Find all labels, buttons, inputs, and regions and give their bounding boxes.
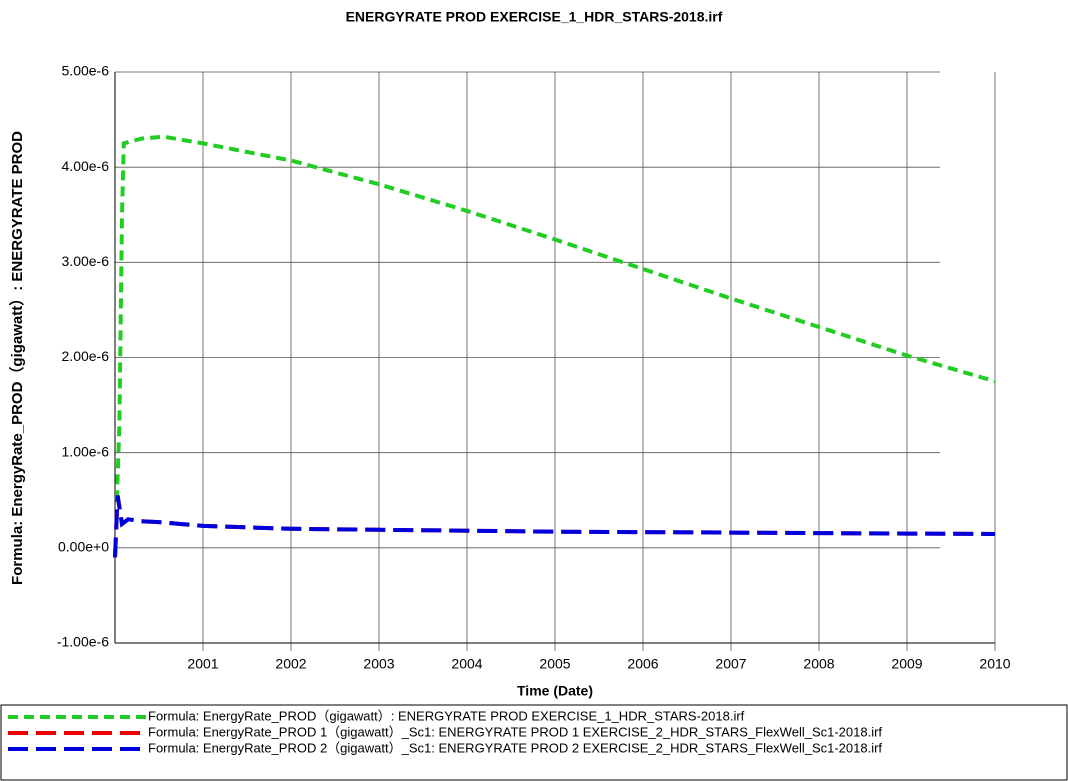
x-tick-label: 2003: [363, 656, 394, 672]
series-line: [113, 495, 996, 558]
y-tick-label: 2.00e-6: [62, 348, 110, 364]
x-tick-label: 2006: [627, 656, 658, 672]
x-tick-label: 2009: [891, 656, 922, 672]
legend-label: Formula: EnergyRate_PROD 1（gigawatt）_Sc1…: [148, 724, 882, 739]
x-tick-label: 2005: [539, 656, 570, 672]
legend-label: Formula: EnergyRate_PROD（gigawatt）: ENER…: [148, 708, 745, 723]
y-tick-label: 4.00e-6: [62, 158, 110, 174]
legend-box: [0, 704, 1068, 781]
x-axis-label: Time (Date): [517, 683, 593, 699]
y-tick-label: 5.00e-6: [62, 63, 110, 79]
series-line: [114, 134, 996, 501]
y-tick-label: -1.00e-6: [57, 634, 109, 650]
x-tick-label: 2004: [451, 656, 482, 672]
x-tick-label: 2002: [275, 656, 306, 672]
x-tick-label: 2007: [715, 656, 746, 672]
legend-label: Formula: EnergyRate_PROD 2（gigawatt）_Sc1…: [148, 740, 882, 755]
y-axis-label: Formula: EnergyRate_PROD（gigawatt）: ENER…: [8, 131, 26, 585]
chart-title: ENERGYRATE PROD EXERCISE_1_HDR_STARS-201…: [346, 9, 723, 25]
x-tick-label: 2008: [803, 656, 834, 672]
y-tick-label: 1.00e-6: [62, 443, 110, 459]
x-tick-label: 2010: [979, 656, 1010, 672]
x-tick-label: 2001: [187, 656, 218, 672]
y-tick-label: 0.00e+0: [58, 539, 109, 555]
y-tick-label: 3.00e-6: [62, 253, 110, 269]
